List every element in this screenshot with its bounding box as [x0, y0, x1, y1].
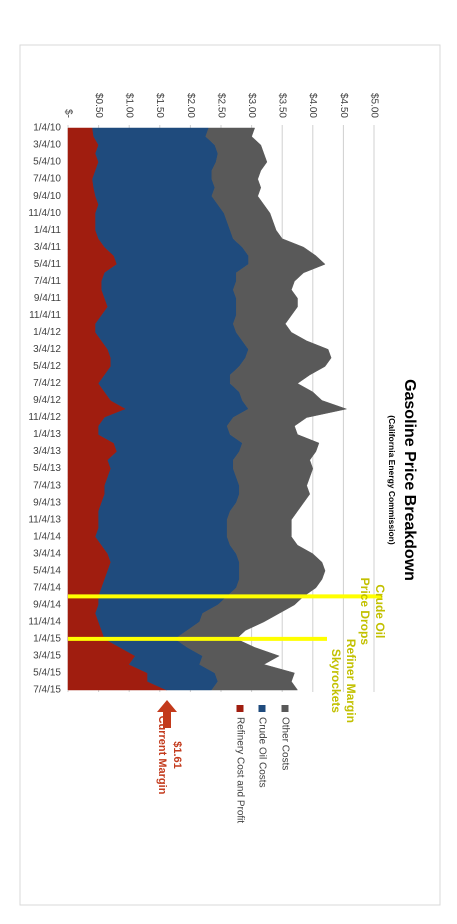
y-tick-label: $1.00 — [124, 93, 135, 118]
legend-label: Crude Oil Costs — [256, 717, 267, 788]
y-tick-label: $3.00 — [246, 93, 257, 118]
x-tick-label: 3/4/11 — [34, 242, 61, 253]
x-tick-label: 3/4/15 — [33, 651, 61, 662]
area — [174, 127, 348, 691]
y-tick-label: $3.50 — [277, 93, 288, 118]
x-tick-label: 7/4/10 — [33, 174, 61, 185]
annotation-text: Price Drops — [358, 578, 372, 646]
x-tick-label: 1/4/15 — [33, 634, 61, 645]
x-tick-label: 1/4/11 — [34, 225, 61, 236]
x-tick-label: 3/4/13 — [33, 446, 61, 457]
x-tick-label: 5/4/15 — [33, 668, 61, 679]
y-tick-label: $0.50 — [93, 93, 104, 118]
y-tick-label: $2.00 — [185, 93, 196, 118]
x-tick-label: 9/4/11 — [34, 293, 61, 304]
x-tick-label: 1/4/14 — [33, 531, 61, 542]
x-tick-label: 3/4/12 — [33, 344, 61, 355]
annotation-text: Skyrockets — [329, 649, 343, 713]
x-tick-label: 5/4/13 — [33, 463, 61, 474]
x-tick-label: 7/4/15 — [33, 685, 61, 696]
callout-text: Current Margin — [156, 716, 168, 795]
y-tick-label: $2.50 — [215, 93, 226, 118]
x-tick-label: 5/4/14 — [33, 565, 61, 576]
chart-title: Gasoline Price Breakdown — [401, 379, 418, 581]
x-tick-label: 5/4/10 — [33, 157, 61, 168]
x-tick-label: 1/4/13 — [33, 429, 61, 440]
legend-label: Refinery Cost and Profit — [234, 717, 245, 823]
x-tick-label: 11/4/10 — [28, 208, 61, 219]
y-tick-label: $- — [62, 109, 73, 118]
x-tick-label: 9/4/12 — [33, 395, 61, 406]
x-tick-label: 11/4/12 — [28, 412, 61, 423]
x-tick-label: 1/4/10 — [33, 123, 61, 134]
x-tick-label: 7/4/11 — [34, 276, 61, 287]
y-tick-label: $4.00 — [307, 93, 318, 118]
annotation-text: Crude Oil — [373, 584, 387, 638]
x-tick-label: 11/4/14 — [28, 617, 61, 628]
x-tick-label: 5/4/12 — [33, 361, 61, 372]
x-tick-label: 11/4/13 — [28, 514, 61, 525]
x-tick-label: 1/4/12 — [33, 327, 61, 338]
y-tick-label: $4.50 — [338, 93, 349, 118]
rotated-chart: Gasoline Price Breakdown (California Ene… — [19, 44, 441, 906]
x-tick-label: 7/4/14 — [33, 582, 61, 593]
x-tick-label: 9/4/13 — [33, 497, 61, 508]
x-tick-label: 9/4/10 — [33, 191, 61, 202]
callout-text: $1.61 — [171, 741, 183, 769]
x-tick-label: 7/4/12 — [33, 378, 61, 389]
x-tick-label: 5/4/11 — [34, 259, 61, 270]
legend-swatch — [236, 705, 244, 712]
y-tick-label: $1.50 — [154, 93, 165, 118]
overlays — [68, 594, 382, 641]
annotation-text: Refiner Margin — [344, 639, 358, 723]
legend-swatch — [281, 705, 289, 712]
x-tick-label: 3/4/10 — [33, 140, 61, 151]
x-tick-label: 11/4/11 — [29, 310, 61, 321]
areas — [67, 127, 348, 691]
legend-label: Other Costs — [279, 717, 290, 770]
y-tick-label: $5.00 — [368, 93, 379, 118]
legend-swatch — [258, 705, 266, 712]
x-tick-label: 7/4/13 — [33, 480, 61, 491]
x-tick-label: 3/4/14 — [33, 548, 61, 559]
x-tick-label: 9/4/14 — [33, 599, 61, 610]
chart-subtitle: (California Energy Commission) — [387, 415, 397, 545]
callout-arrow — [157, 700, 177, 728]
